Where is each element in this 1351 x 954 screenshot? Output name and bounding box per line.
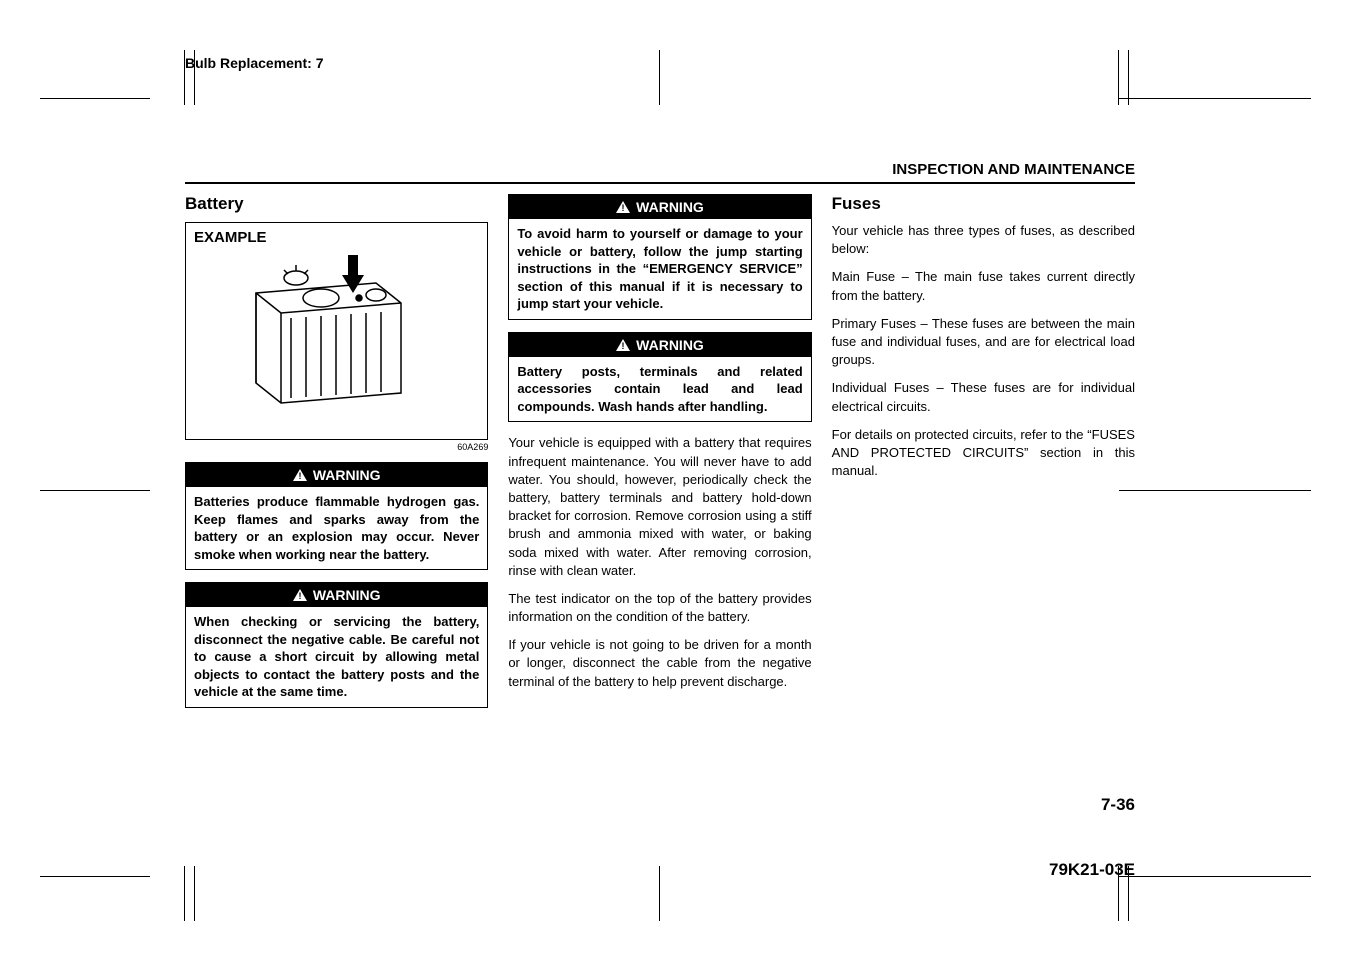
warning-box-1: ! WARNING Batteries produce flammable hy… bbox=[185, 462, 488, 570]
svg-text:!: ! bbox=[298, 471, 301, 481]
warning-body: When checking or servicing the battery, … bbox=[186, 607, 487, 707]
section-header: INSPECTION AND MAINTENANCE bbox=[185, 161, 1135, 184]
crop-mark bbox=[1119, 876, 1311, 877]
document-id: 79K21-03E bbox=[1049, 860, 1135, 880]
paragraph: Individual Fuses – These fuses are for i… bbox=[832, 379, 1135, 415]
crop-mark bbox=[40, 490, 150, 491]
heading-battery: Battery bbox=[185, 194, 488, 214]
paragraph: Your vehicle has three types of fuses, a… bbox=[832, 222, 1135, 258]
crop-mark bbox=[1119, 490, 1311, 491]
svg-text:!: ! bbox=[622, 341, 625, 351]
crop-mark bbox=[40, 98, 150, 99]
columns: Battery EXAMPLE bbox=[185, 194, 1135, 720]
crop-mark bbox=[184, 866, 185, 921]
page-container: Bulb Replacement: 7 INSPECTION AND MAINT… bbox=[185, 55, 1135, 720]
warning-triangle-icon: ! bbox=[293, 589, 307, 601]
warning-body: To avoid harm to yourself or damage to y… bbox=[509, 219, 810, 319]
paragraph: Primary Fuses – These fuses are between … bbox=[832, 315, 1135, 370]
warning-box-2: ! WARNING When checking or servicing the… bbox=[185, 582, 488, 708]
heading-fuses: Fuses bbox=[832, 194, 1135, 214]
warning-box-4: ! WARNING Battery posts, terminals and r… bbox=[508, 332, 811, 423]
paragraph: For details on protected circuits, refer… bbox=[832, 426, 1135, 481]
crop-mark bbox=[1119, 98, 1311, 99]
paragraph: Your vehicle is equipped with a battery … bbox=[508, 434, 811, 580]
warning-box-3: ! WARNING To avoid harm to yourself or d… bbox=[508, 194, 811, 320]
warning-label: WARNING bbox=[636, 199, 704, 215]
crop-mark bbox=[40, 876, 150, 877]
battery-illustration bbox=[226, 243, 426, 423]
warning-header: ! WARNING bbox=[186, 583, 487, 607]
warning-header: ! WARNING bbox=[186, 463, 487, 487]
paragraph: If your vehicle is not going to be drive… bbox=[508, 636, 811, 691]
column-2: ! WARNING To avoid harm to yourself or d… bbox=[508, 194, 811, 720]
crop-mark bbox=[659, 866, 660, 921]
column-3: Fuses Your vehicle has three types of fu… bbox=[832, 194, 1135, 720]
svg-text:!: ! bbox=[622, 203, 625, 213]
example-box: EXAMPLE bbox=[185, 222, 488, 440]
paragraph: Main Fuse – The main fuse takes current … bbox=[832, 268, 1135, 304]
column-1: Battery EXAMPLE bbox=[185, 194, 488, 720]
warning-label: WARNING bbox=[313, 467, 381, 483]
warning-label: WARNING bbox=[636, 337, 704, 353]
crop-mark bbox=[194, 866, 195, 921]
warning-triangle-icon: ! bbox=[293, 469, 307, 481]
top-header: Bulb Replacement: 7 bbox=[185, 55, 1135, 71]
svg-text:!: ! bbox=[298, 591, 301, 601]
warning-body: Battery posts, terminals and related acc… bbox=[509, 357, 810, 422]
paragraph: The test indicator on the top of the bat… bbox=[508, 590, 811, 626]
warning-triangle-icon: ! bbox=[616, 339, 630, 351]
warning-header: ! WARNING bbox=[509, 333, 810, 357]
warning-header: ! WARNING bbox=[509, 195, 810, 219]
warning-label: WARNING bbox=[313, 587, 381, 603]
warning-triangle-icon: ! bbox=[616, 201, 630, 213]
page-number: 7-36 bbox=[1101, 795, 1135, 815]
warning-body: Batteries produce flammable hydrogen gas… bbox=[186, 487, 487, 569]
image-caption: 60A269 bbox=[185, 442, 488, 452]
